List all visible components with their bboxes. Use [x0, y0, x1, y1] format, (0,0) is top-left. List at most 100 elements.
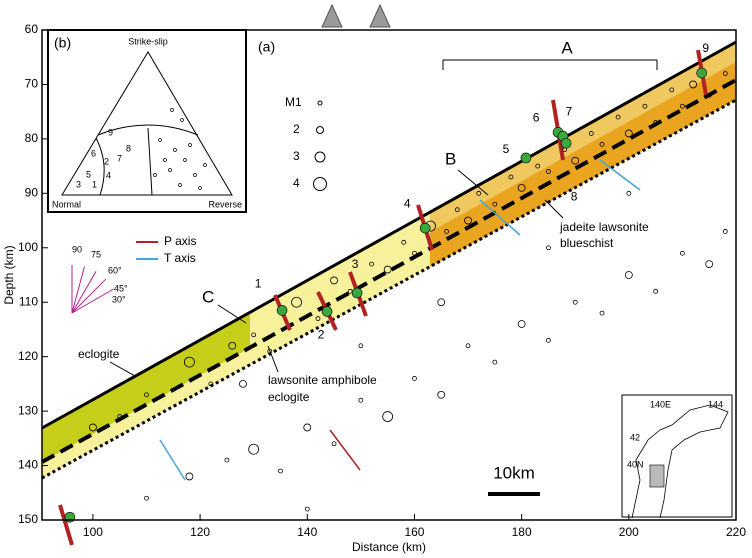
- earthquake: [224, 457, 230, 463]
- annotation: blueschist: [560, 236, 614, 250]
- earthquake: [588, 131, 594, 136]
- earthquake: [689, 80, 698, 89]
- dip-label: 45°: [114, 283, 128, 293]
- map-label: 40N: [627, 459, 644, 469]
- earthquake: [546, 169, 551, 174]
- ternary-triangle: [61, 51, 233, 196]
- ternary-boundary: [95, 124, 199, 196]
- t-axis-bar: [479, 199, 521, 236]
- event-number: 6: [533, 111, 540, 125]
- earthquake: [492, 201, 498, 207]
- earthquake: [454, 207, 460, 213]
- dip-line: [71, 271, 97, 314]
- ternary-number: 1: [92, 179, 97, 189]
- ternary-number: 7: [117, 153, 122, 163]
- earthquake: [653, 120, 659, 125]
- earthquake: [291, 296, 302, 308]
- annotation: eclogite: [78, 347, 120, 361]
- ternary-number: 3: [76, 179, 81, 189]
- y-tick-label: 70: [25, 77, 39, 91]
- ternary-number: 5: [86, 169, 91, 179]
- y-tick-label: 140: [18, 458, 38, 472]
- earthquake: [706, 92, 712, 98]
- ternary-vertex: Normal: [52, 199, 81, 209]
- earthquake: [517, 320, 526, 328]
- numbered-event: [276, 305, 288, 316]
- event-number: 1: [255, 277, 262, 291]
- earthquake: [369, 261, 374, 267]
- legend-label: T axis: [164, 251, 196, 265]
- earthquake: [303, 423, 312, 432]
- zone-label: B: [445, 149, 456, 168]
- scale-bar-label: 10km: [493, 463, 535, 482]
- y-tick-label: 110: [19, 294, 38, 308]
- earthquake: [508, 174, 514, 180]
- x-tick-label: 200: [619, 525, 639, 539]
- earthquake: [412, 376, 417, 381]
- ternary-number: 6: [91, 148, 96, 158]
- earthquake: [248, 443, 260, 455]
- ternary-vertex: Strike-slip: [128, 36, 168, 46]
- x-tick-label: 100: [83, 525, 103, 539]
- earthquake: [571, 156, 580, 165]
- legend-size: [314, 151, 326, 163]
- earthquake: [642, 103, 648, 109]
- dip-label: 90: [72, 244, 82, 254]
- map-label: 144: [708, 399, 723, 409]
- earthquake: [476, 190, 482, 196]
- earthquake: [278, 468, 283, 474]
- marks: [64, 67, 728, 523]
- earthquake: [599, 141, 605, 147]
- earthquake: [315, 316, 321, 321]
- ternary-vertex: Reverse: [208, 199, 242, 209]
- y-tick-label: 80: [25, 131, 39, 145]
- t-axis-bar: [599, 159, 641, 191]
- earthquake: [626, 190, 632, 196]
- dip-label: 60°: [108, 265, 122, 275]
- map-label: 140E: [650, 399, 671, 409]
- numbered-event: [520, 152, 532, 164]
- earthquake: [669, 87, 675, 93]
- earthquake: [517, 183, 526, 192]
- p-axis-bar: [329, 429, 361, 471]
- inset-map: [621, 394, 733, 518]
- earthquake: [680, 250, 685, 256]
- volcano: [369, 3, 391, 28]
- ternary-number: 9: [108, 127, 113, 137]
- x-axis-title: Distance (km): [352, 540, 426, 554]
- eclogite-zone: [42, 312, 250, 462]
- inset-label: (b): [54, 35, 71, 51]
- earthquake: [722, 71, 728, 76]
- earthquake: [401, 239, 407, 245]
- earthquake: [722, 229, 728, 234]
- dip-line: [71, 278, 107, 314]
- legend-label: 2: [293, 122, 300, 136]
- map-label: 42: [630, 432, 640, 442]
- x-tick-label: 140: [297, 525, 317, 539]
- lawsonite-eclogite-zone: [42, 206, 440, 478]
- ternary-points: [153, 108, 207, 190]
- t-axis-bar: [159, 439, 186, 481]
- numbered-event: [560, 137, 572, 149]
- earthquake: [572, 299, 578, 305]
- legend-label: P axis: [164, 234, 196, 248]
- event-number: 4: [404, 196, 411, 210]
- zone-label: C: [202, 287, 214, 306]
- earthquake: [546, 337, 551, 343]
- leader-line: [217, 304, 247, 324]
- event-number: 7: [566, 104, 573, 118]
- earthquake: [208, 381, 214, 387]
- ternary-number: 4: [106, 170, 111, 180]
- earthquake: [412, 250, 417, 256]
- numbered-event: [321, 306, 333, 317]
- profile-label: A: [561, 38, 573, 57]
- dip-line: [71, 266, 85, 314]
- earthquake: [251, 332, 257, 338]
- event-number: 5: [503, 142, 510, 156]
- event-number: 2: [318, 328, 325, 342]
- earthquake: [437, 298, 446, 307]
- earthquake: [624, 129, 633, 138]
- x-tick-label: 220: [726, 525, 746, 539]
- earthquake: [185, 472, 194, 481]
- legend-size: [313, 177, 327, 191]
